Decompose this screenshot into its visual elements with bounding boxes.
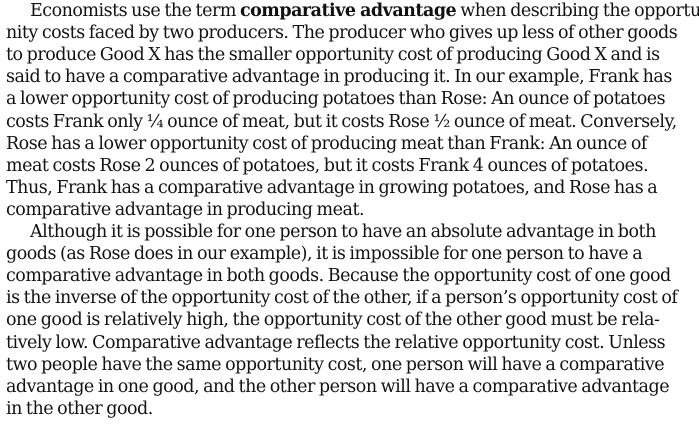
text-run: meat costs Rose 2 ounces of potatoes, bu… [6,155,649,176]
text-line: to produce Good X has the smaller opport… [0,44,699,66]
text-run: advantage in one good, and the other per… [6,376,670,397]
text-run: Economists use the term [30,1,240,21]
text-line: said to have a comparative advantage in … [0,66,699,88]
text-run: comparative advantage in producing meat. [6,199,365,220]
text-line: nity costs faced by two producers. The p… [0,22,699,44]
text-line: in the other good. [0,398,699,420]
text-line: advantage in one good, and the other per… [0,376,699,398]
text-run: tively low. Comparative advantage reflec… [6,332,666,353]
text-run: is the inverse of the opportunity cost o… [6,288,678,309]
bold-term: comparative advantage [239,1,457,21]
text-line: costs Frank only ¼ ounce of meat, but it… [0,111,699,133]
text-line: a lower opportunity cost of producing po… [0,88,699,110]
text-line: goods (as Rose does in our example), it … [0,243,699,265]
text-run: Thus, Frank has a comparative advantage … [6,177,658,198]
text-run: goods (as Rose does in our example), it … [6,244,643,265]
text-line: is the inverse of the opportunity cost o… [0,287,699,309]
text-line: one good is relatively high, the opportu… [0,309,699,331]
text-run: two people have the same opportunity cos… [6,354,665,375]
text-run: nity costs faced by two producers. The p… [6,23,678,44]
text-line: comparative advantage in producing meat. [0,199,699,221]
text-run: when describing the opportu- [456,1,699,21]
text-run: to produce Good X has the smaller opport… [6,45,660,66]
text-line: comparative advantage in both goods. Bec… [0,265,699,287]
text-line: meat costs Rose 2 ounces of potatoes, bu… [0,155,699,177]
text-run: costs Frank only ¼ ounce of meat, but it… [6,111,677,132]
text-line: tively low. Comparative advantage reflec… [0,332,699,354]
text-run: comparative advantage in both goods. Bec… [6,266,671,287]
text-run: in the other good. [6,398,153,419]
text-line: Although it is possible for one person t… [0,221,699,243]
text-line: two people have the same opportunity cos… [0,354,699,376]
text-run: one good is relatively high, the opportu… [6,310,660,331]
text-line: Rose has a lower opportunity cost of pro… [0,133,699,155]
text-line: Thus, Frank has a comparative advantage … [0,177,699,199]
text-run: Although it is possible for one person t… [30,222,656,242]
text-line: Economists use the term comparative adva… [0,0,699,22]
text-run: said to have a comparative advantage in … [6,67,672,88]
text-run: Rose has a lower opportunity cost of pro… [6,133,647,154]
text-run: a lower opportunity cost of producing po… [6,89,666,110]
